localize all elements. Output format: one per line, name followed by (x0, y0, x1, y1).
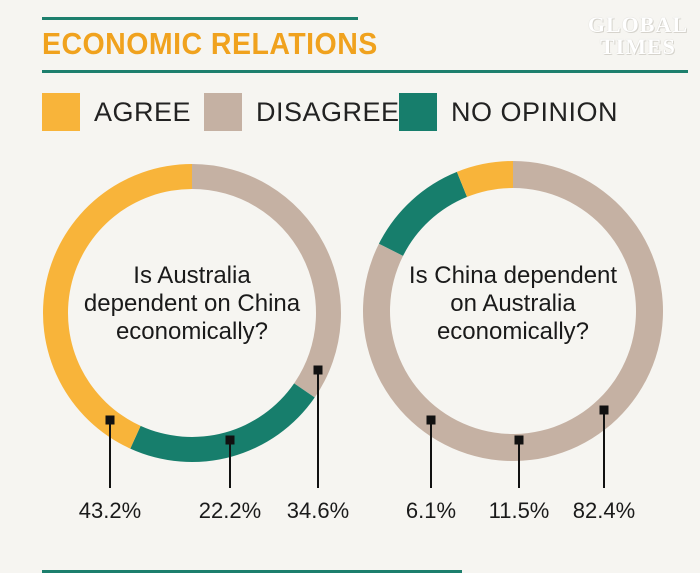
data-label-3: 82.4% (573, 498, 635, 523)
legend: AGREE DISAGREE NO OPINION (42, 92, 682, 132)
slice-agree (42, 164, 192, 449)
question-line-2: on Australia (450, 290, 576, 317)
leader-marker-1 (105, 415, 115, 425)
data-label-2: 11.5% (489, 498, 550, 523)
leader-marker-3 (313, 365, 323, 375)
legend-swatch-disagree (204, 93, 242, 131)
slice-no-opinion (130, 383, 315, 462)
legend-swatch-no-opinion (399, 93, 437, 131)
global-times-logo: GLOBAL TIMES (588, 14, 688, 58)
question-line-2: dependent on China (84, 290, 301, 317)
legend-item-no-opinion: NO OPINION (399, 92, 618, 132)
leader-marker-3 (599, 405, 609, 415)
question-line-3: economically? (116, 318, 268, 345)
data-label-1: 6.1% (406, 498, 456, 523)
leader-marker-2 (225, 435, 235, 445)
logo-line-2: TIMES (599, 34, 676, 59)
question-line-3: economically? (437, 318, 589, 345)
page-title: ECONOMIC RELATIONS (42, 26, 378, 61)
legend-label-no-opinion: NO OPINION (451, 96, 619, 127)
leader-marker-2 (514, 435, 524, 445)
legend-item-disagree: DISAGREE (204, 92, 400, 132)
bottom-rule (42, 570, 462, 573)
question-line-1: Is China dependent (409, 262, 617, 289)
legend-item-agree: AGREE (42, 92, 191, 132)
data-label-3: 34.6% (287, 498, 349, 523)
legend-swatch-agree (42, 93, 80, 131)
data-label-1: 43.2% (79, 498, 141, 523)
slice-no-opinion (378, 171, 468, 256)
top-rule (42, 17, 358, 20)
slice-agree (456, 161, 513, 197)
legend-label-agree: AGREE (94, 96, 192, 127)
slice-disagree (192, 164, 341, 398)
legend-label-disagree: DISAGREE (256, 96, 400, 127)
title-underline (42, 70, 688, 73)
leader-marker-1 (426, 415, 436, 425)
data-label-2: 22.2% (199, 498, 261, 523)
question-line-1: Is Australia (133, 262, 251, 289)
logo-line-1: GLOBAL (587, 12, 688, 37)
